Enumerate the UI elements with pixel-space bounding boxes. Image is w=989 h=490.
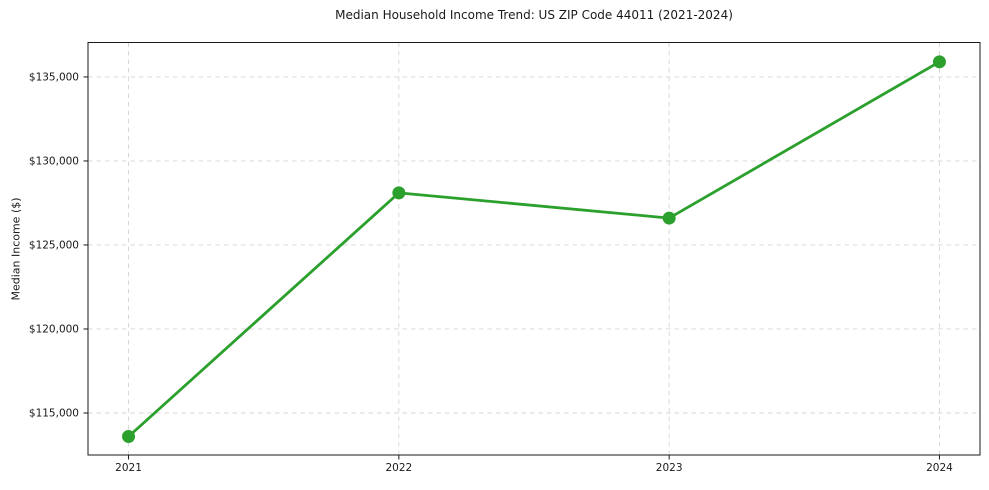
data-point-marker bbox=[662, 211, 676, 225]
y-tick-label: $120,000 bbox=[29, 323, 79, 335]
y-tick-label: $125,000 bbox=[29, 239, 79, 251]
x-tick-label: 2022 bbox=[385, 462, 412, 474]
data-point-marker bbox=[932, 55, 946, 69]
x-tick-label: 2021 bbox=[115, 462, 142, 474]
y-tick-label: $115,000 bbox=[29, 407, 79, 419]
data-point-marker bbox=[122, 430, 136, 444]
y-tick-label: $135,000 bbox=[29, 71, 79, 83]
x-tick-label: 2023 bbox=[656, 462, 683, 474]
data-point-marker bbox=[392, 186, 406, 200]
trend-line bbox=[127, 60, 941, 438]
y-tick-label: $130,000 bbox=[29, 155, 79, 167]
chart-title: Median Household Income Trend: US ZIP Co… bbox=[335, 8, 733, 22]
x-tick-label: 2024 bbox=[926, 462, 953, 474]
plot-border bbox=[87, 42, 981, 456]
